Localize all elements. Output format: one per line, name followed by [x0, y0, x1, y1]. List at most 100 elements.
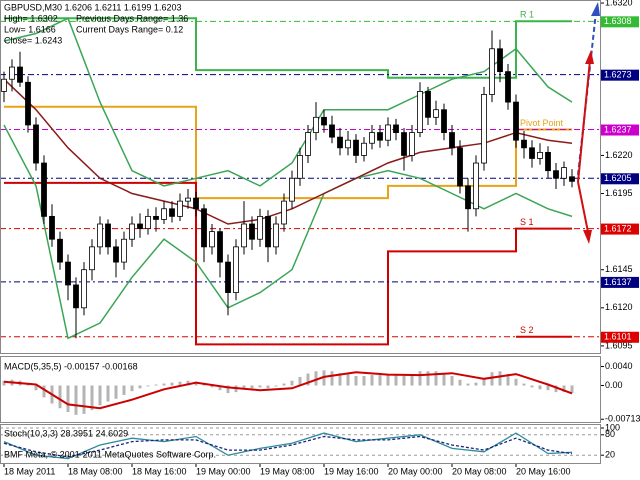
macd-bar: [506, 374, 510, 386]
candle-body: [129, 223, 135, 240]
arrow-head: [583, 230, 592, 244]
y-tick-label: 80: [605, 429, 615, 439]
candle-body: [217, 231, 223, 263]
macd-bar: [554, 385, 558, 393]
candle-body: [1, 78, 7, 92]
macd-bar: [90, 385, 94, 411]
x-tick-label: 18 May 08:00: [68, 466, 123, 476]
level-label-box: [601, 331, 639, 343]
pivot-line: [4, 17, 572, 79]
level-label-box: [601, 16, 639, 28]
candle-body: [553, 170, 559, 179]
macd-bar: [442, 373, 446, 386]
y-tick-label: -0.00713: [605, 414, 640, 424]
candle-body: [265, 215, 271, 248]
macd-bar: [490, 372, 494, 386]
macd-bar: [306, 373, 310, 386]
chart-title: GBPUSD,M30 1.6206 1.6211 1.6199 1.6203: [4, 2, 181, 12]
macd-bar: [186, 380, 190, 386]
macd-bar: [42, 385, 46, 398]
level-label-text: 1.6308: [604, 16, 632, 26]
macd-bar: [154, 384, 158, 386]
stoch-title: Stoch(10,3,3) 28.3951 24.6029: [4, 428, 128, 438]
macd-bar: [298, 376, 302, 386]
level-label-box: [601, 276, 639, 288]
x-tick-label: 20 May 00:00: [388, 466, 443, 476]
macd-bar: [82, 385, 86, 414]
candle-body: [521, 139, 527, 149]
macd-bar: [170, 382, 174, 386]
candle-body: [369, 132, 375, 144]
candle-body: [329, 124, 335, 138]
candle-body: [97, 223, 103, 248]
candle-body: [169, 208, 175, 217]
info-text: Previous Days Range= 1.36: [76, 13, 188, 23]
indicator-line: [3, 17, 573, 187]
candle-body: [385, 124, 391, 141]
candle-body: [49, 215, 55, 240]
candle-body: [513, 101, 519, 141]
level-label-text: 1.6205: [604, 173, 632, 183]
pivot-label: Pivot Point: [520, 118, 564, 128]
candle-body: [561, 167, 567, 179]
candle-body: [185, 197, 191, 202]
level-label: 1.6237: [601, 124, 639, 136]
macd-bar: [210, 385, 214, 388]
x-tick-label: 19 May 16:00: [324, 466, 379, 476]
stoch-line: [3, 432, 573, 460]
candle-body: [393, 124, 399, 133]
level-label-text: 1.6137: [604, 277, 632, 287]
candle-body: [81, 269, 87, 309]
projection-arrow: [577, 59, 591, 183]
candle-body: [153, 215, 159, 220]
candle-body: [425, 91, 431, 118]
macd-bar: [386, 374, 390, 386]
level-label: 1.6273: [601, 70, 639, 81]
macd-bar: [114, 385, 118, 399]
info-text: Current Days Range= 0.12: [76, 24, 183, 34]
pivot-label: S 2: [520, 325, 534, 335]
macd-bar: [538, 385, 542, 390]
candle-body: [353, 139, 359, 156]
macd-bar: [498, 371, 502, 386]
candle-body: [305, 132, 311, 156]
y-tick-label: 0.0040: [605, 361, 633, 371]
stoch-panel-frame: [0, 424, 601, 464]
x-tick-label: 19 May 00:00: [196, 466, 251, 476]
candle-body: [233, 246, 239, 293]
macd-bar: [66, 385, 70, 412]
arrow-head: [591, 2, 600, 16]
candle-body: [113, 246, 119, 263]
price-panel-frame: [0, 0, 601, 354]
macd-bar: [418, 371, 422, 386]
macd-bar: [338, 373, 342, 386]
macd-bar: [402, 376, 406, 386]
macd-bar: [354, 376, 358, 386]
candle-body: [289, 177, 295, 202]
info-text: Close= 1.6243: [4, 35, 62, 45]
y-tick-label: 1.6320: [605, 0, 633, 7]
macd-bar: [138, 385, 142, 389]
candle-body: [89, 246, 95, 271]
candle-body: [105, 223, 111, 248]
candle-body: [433, 109, 439, 118]
candle-body: [65, 261, 71, 286]
macd-bar: [522, 383, 526, 386]
level-label: 1.6308: [601, 16, 639, 28]
level-label-text: 1.6101: [604, 332, 632, 342]
candle-body: [25, 81, 31, 126]
macd-bar: [426, 371, 430, 386]
macd-bar: [258, 385, 262, 388]
macd-bar: [434, 371, 438, 386]
macd-title: MACD(5,35,5) -0.00157 -0.00168: [4, 361, 138, 371]
macd-bar: [242, 385, 246, 390]
macd-bar: [346, 374, 350, 386]
macd-bar: [394, 374, 398, 386]
macd-bar: [362, 376, 366, 386]
macd-bar: [370, 375, 374, 386]
y-tick-label: 1.6145: [605, 264, 633, 274]
candle-body: [257, 215, 263, 240]
info-text: High= 1.6302: [4, 13, 58, 23]
y-tick-label: 1.6220: [605, 150, 633, 160]
